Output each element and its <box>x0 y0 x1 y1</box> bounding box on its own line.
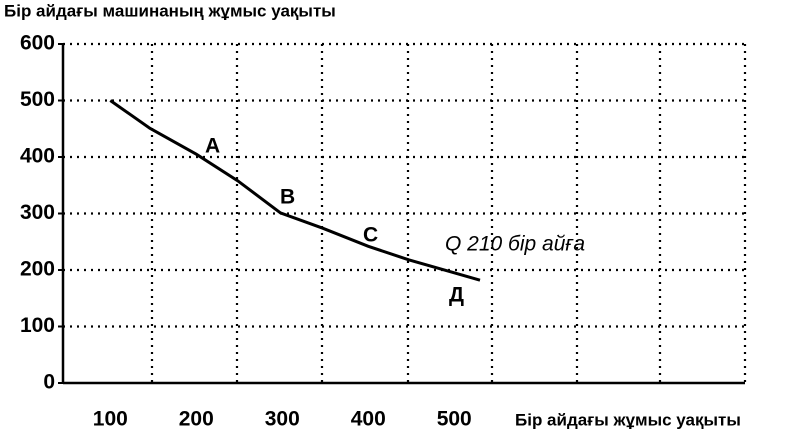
y-tick-label: 400 <box>20 145 55 168</box>
annotation: C <box>363 224 378 247</box>
annotation: B <box>280 186 295 209</box>
x-tick-label: 500 <box>437 408 472 431</box>
x-axis-label: Бір айдағы жұмыс уақыты <box>515 410 741 429</box>
x-tick-label: 400 <box>351 408 386 431</box>
x-tick-label: 100 <box>93 408 128 431</box>
data-line <box>109 99 481 282</box>
x-tick-label: 300 <box>265 408 300 431</box>
y-tick-label: 100 <box>20 314 55 337</box>
annotation: Q 210 бір айға <box>445 233 585 256</box>
y-tick-label: 300 <box>20 201 55 224</box>
y-tick-label: 500 <box>20 88 55 111</box>
chart-title: Бір айдағы машинаның жұмыс уақыты <box>4 1 336 20</box>
y-tick-label: 0 <box>43 371 55 394</box>
y-tick-label: 600 <box>20 32 55 55</box>
x-tick-label: 200 <box>179 408 214 431</box>
annotation: A <box>205 135 220 158</box>
annotation: Д <box>449 284 464 307</box>
y-tick-label: 200 <box>20 258 55 281</box>
